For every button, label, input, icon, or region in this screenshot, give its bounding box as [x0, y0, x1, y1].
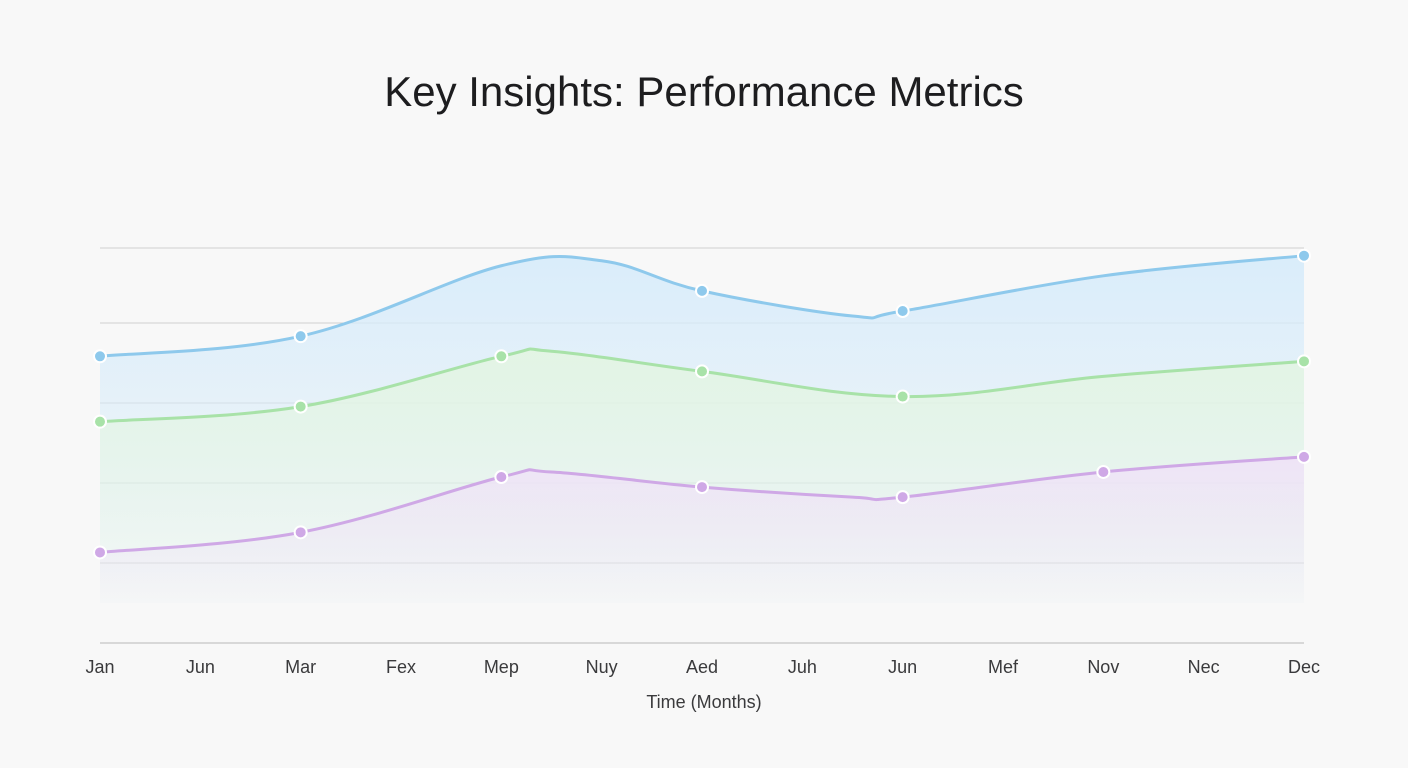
x-tick-label: Nuy	[586, 657, 618, 677]
x-tick-label: Nov	[1087, 657, 1119, 677]
x-tick-label: Aed	[686, 657, 718, 677]
x-tick-label: Nec	[1188, 657, 1220, 677]
data-point-marker[interactable]	[696, 365, 708, 377]
data-point-marker[interactable]	[897, 391, 909, 403]
data-point-marker[interactable]	[495, 471, 507, 483]
x-tick-label: Mar	[285, 657, 316, 677]
x-tick-label: Juh	[788, 657, 817, 677]
data-point-marker[interactable]	[897, 305, 909, 317]
x-tick-label: Jun	[186, 657, 215, 677]
data-point-marker[interactable]	[1298, 451, 1310, 463]
data-point-marker[interactable]	[295, 330, 307, 342]
series-areas	[100, 256, 1304, 603]
x-tick-label: Jan	[85, 657, 114, 677]
data-point-marker[interactable]	[897, 491, 909, 503]
data-point-marker[interactable]	[94, 416, 106, 428]
x-tick-label: Fex	[386, 657, 416, 677]
data-point-marker[interactable]	[495, 350, 507, 362]
data-point-marker[interactable]	[1298, 355, 1310, 367]
data-point-marker[interactable]	[696, 481, 708, 493]
data-point-marker[interactable]	[696, 285, 708, 297]
data-point-marker[interactable]	[295, 401, 307, 413]
x-tick-label: Dec	[1288, 657, 1320, 677]
x-axis-ticks: Jan Jun Mar Fex Mep Nuy Aed Juh Jun Mef Nov Nec Dec	[85, 657, 1320, 677]
data-point-marker[interactable]	[94, 546, 106, 558]
data-point-marker[interactable]	[1298, 250, 1310, 262]
data-point-marker[interactable]	[295, 526, 307, 538]
data-point-marker[interactable]	[94, 350, 106, 362]
x-tick-label: Mep	[484, 657, 519, 677]
x-tick-label: Mef	[988, 657, 1019, 677]
area-chart: Key Insights: Performance Metrics Jan Jun…	[0, 0, 1408, 768]
chart-title: Key Insights: Performance Metrics	[384, 68, 1024, 115]
chart-container: Key Insights: Performance Metrics Jan Jun…	[0, 0, 1408, 768]
x-tick-label: Jun	[888, 657, 917, 677]
data-point-marker[interactable]	[1097, 466, 1109, 478]
x-axis-label: Time (Months)	[646, 692, 761, 712]
